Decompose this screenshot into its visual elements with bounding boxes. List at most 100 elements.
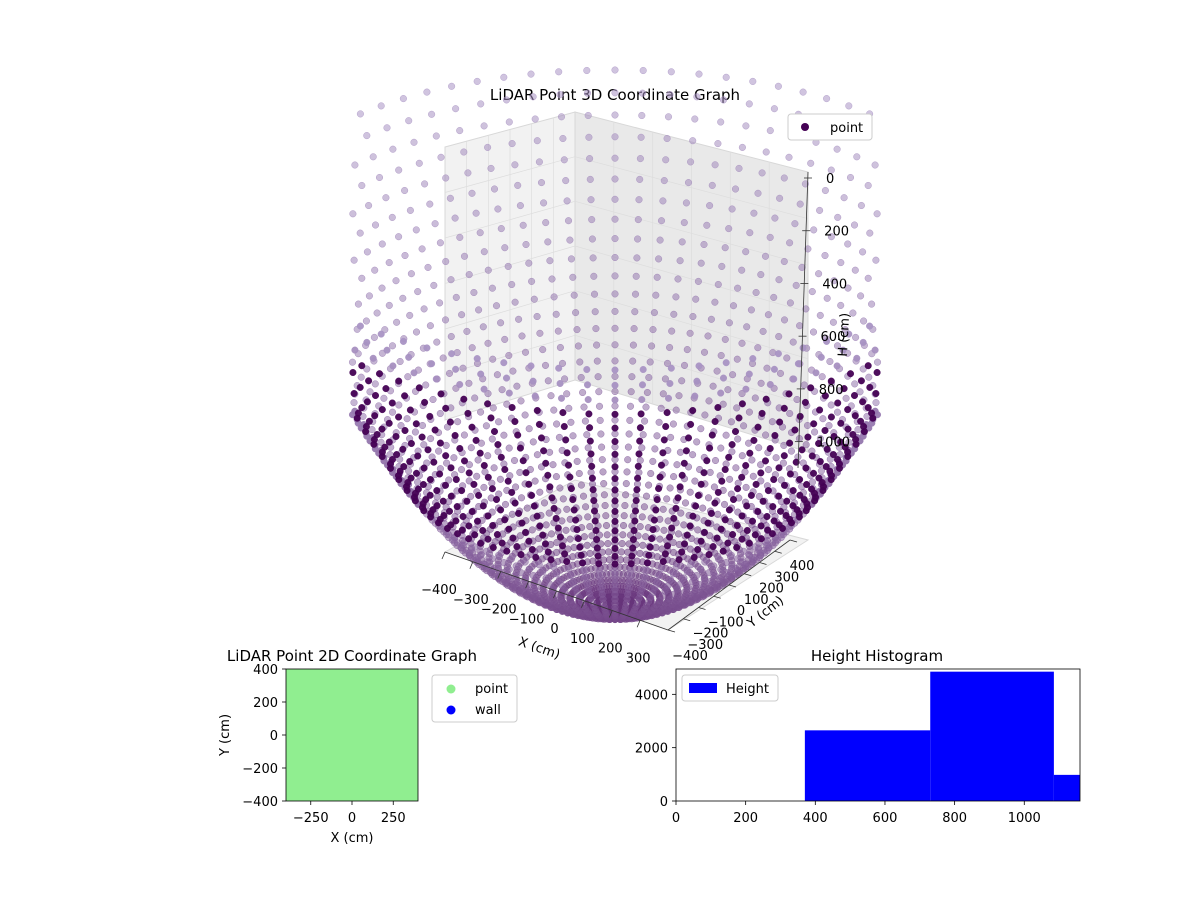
point-marker — [636, 549, 644, 557]
point-marker — [556, 533, 564, 541]
point-marker — [700, 348, 709, 356]
point-marker — [738, 266, 746, 274]
point-marker — [697, 565, 705, 573]
point-marker — [611, 410, 619, 418]
point-marker — [468, 507, 476, 516]
point-marker — [845, 438, 853, 446]
point-marker — [452, 293, 460, 301]
point-marker — [358, 181, 366, 190]
point-marker — [439, 354, 447, 362]
point-marker — [645, 551, 653, 559]
point-marker — [515, 315, 523, 323]
point-marker — [382, 385, 390, 393]
histogram-title: Height Histogram — [811, 647, 943, 665]
point-marker — [694, 277, 702, 285]
point-marker — [661, 375, 669, 383]
point-marker — [399, 95, 407, 103]
point-marker — [745, 551, 753, 559]
point-marker — [717, 525, 725, 533]
point-marker — [717, 351, 725, 360]
point-marker — [662, 422, 670, 431]
point-marker — [669, 570, 677, 578]
point-marker — [732, 464, 740, 472]
point-marker — [629, 341, 637, 349]
point-marker — [791, 220, 799, 228]
point-marker — [663, 409, 671, 417]
point-marker — [583, 66, 591, 75]
point-marker — [516, 444, 524, 452]
point-marker — [484, 473, 492, 481]
point-marker — [611, 66, 619, 74]
point-marker — [445, 507, 454, 515]
point-marker — [674, 494, 682, 502]
point-marker — [686, 522, 694, 530]
point-marker — [630, 325, 638, 333]
point-marker — [447, 332, 455, 341]
point-marker — [459, 512, 467, 521]
point-marker — [470, 288, 478, 297]
point-marker — [484, 143, 492, 151]
point-marker — [648, 535, 656, 543]
x-tick-label: 0 — [550, 622, 558, 637]
point-marker — [655, 485, 663, 493]
point-marker — [591, 308, 599, 316]
point-marker — [432, 375, 440, 383]
point-marker — [808, 452, 816, 460]
point-marker — [611, 235, 619, 243]
point-marker — [567, 255, 575, 263]
point-marker — [573, 526, 581, 534]
point-marker — [645, 373, 653, 382]
point-marker — [599, 468, 607, 476]
y-tick-mark — [683, 618, 691, 622]
point-marker — [635, 450, 643, 458]
point-marker — [659, 449, 667, 457]
point-marker — [611, 396, 619, 404]
point-marker — [418, 421, 427, 430]
point-marker — [465, 522, 473, 530]
point-marker — [557, 113, 566, 121]
point-marker — [494, 205, 502, 213]
point-marker — [634, 532, 642, 540]
point-marker — [871, 161, 879, 169]
point-marker — [754, 189, 762, 197]
point-marker — [522, 240, 530, 249]
point-marker — [802, 305, 810, 313]
point-marker — [420, 441, 428, 449]
point-marker — [650, 309, 658, 317]
point-marker — [502, 374, 511, 382]
point-marker — [628, 373, 636, 381]
point-marker — [711, 417, 719, 426]
point-marker — [536, 329, 544, 337]
point-marker — [580, 533, 588, 541]
legend-3d: point — [787, 113, 873, 141]
point-marker — [821, 426, 829, 435]
point-marker — [718, 477, 726, 485]
point-marker — [652, 506, 660, 514]
point-marker — [802, 441, 810, 449]
point-marker — [801, 180, 809, 188]
point-marker — [659, 390, 667, 398]
point-marker — [577, 481, 585, 489]
y-tick-label: 100 — [744, 593, 769, 608]
point-marker — [598, 456, 606, 464]
point-marker — [467, 444, 475, 452]
y-tick-mark — [667, 629, 676, 633]
point-marker — [533, 312, 541, 321]
point-marker — [796, 491, 804, 499]
point-marker — [595, 402, 604, 410]
x-tick-mark — [581, 600, 585, 608]
point-marker — [454, 530, 462, 538]
point-marker — [465, 271, 473, 279]
point-marker — [747, 306, 755, 314]
point-marker — [743, 526, 751, 535]
point-marker — [833, 455, 842, 464]
point-marker — [600, 491, 608, 499]
point-marker — [540, 199, 548, 207]
point-marker — [559, 495, 567, 503]
point-marker — [595, 567, 604, 575]
point-marker — [539, 346, 547, 354]
point-marker — [480, 248, 488, 256]
point-marker — [645, 481, 653, 489]
point-marker — [363, 132, 371, 140]
point-marker — [749, 472, 757, 480]
